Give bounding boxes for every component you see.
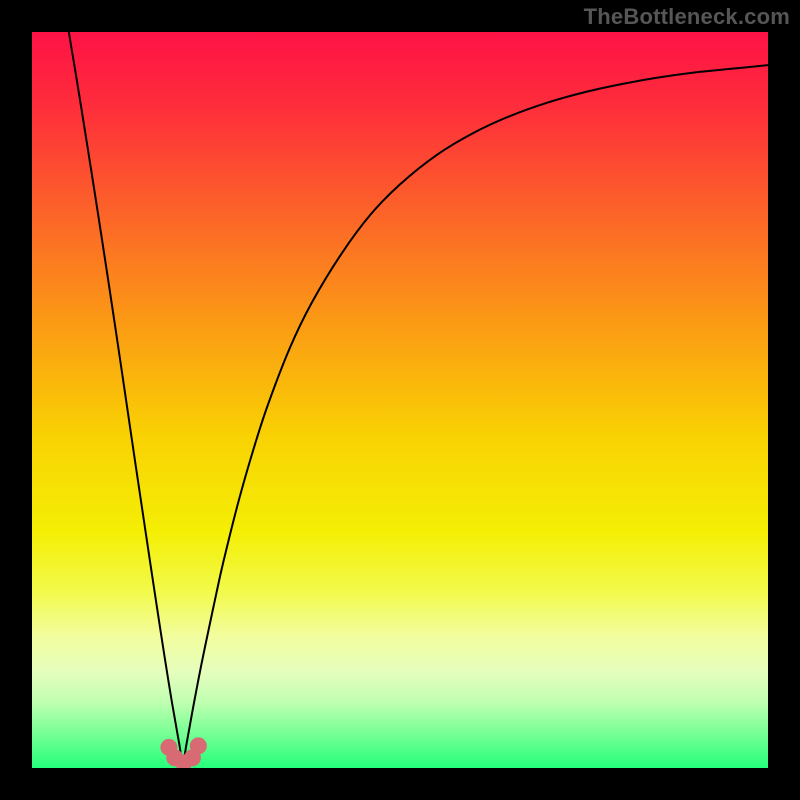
bottleneck-curve-chart xyxy=(32,32,768,768)
optimum-marker xyxy=(190,738,206,754)
chart-frame: TheBottleneck.com xyxy=(0,0,800,800)
plot-area xyxy=(32,32,768,768)
chart-background xyxy=(32,32,768,768)
watermark-label: TheBottleneck.com xyxy=(584,4,790,30)
